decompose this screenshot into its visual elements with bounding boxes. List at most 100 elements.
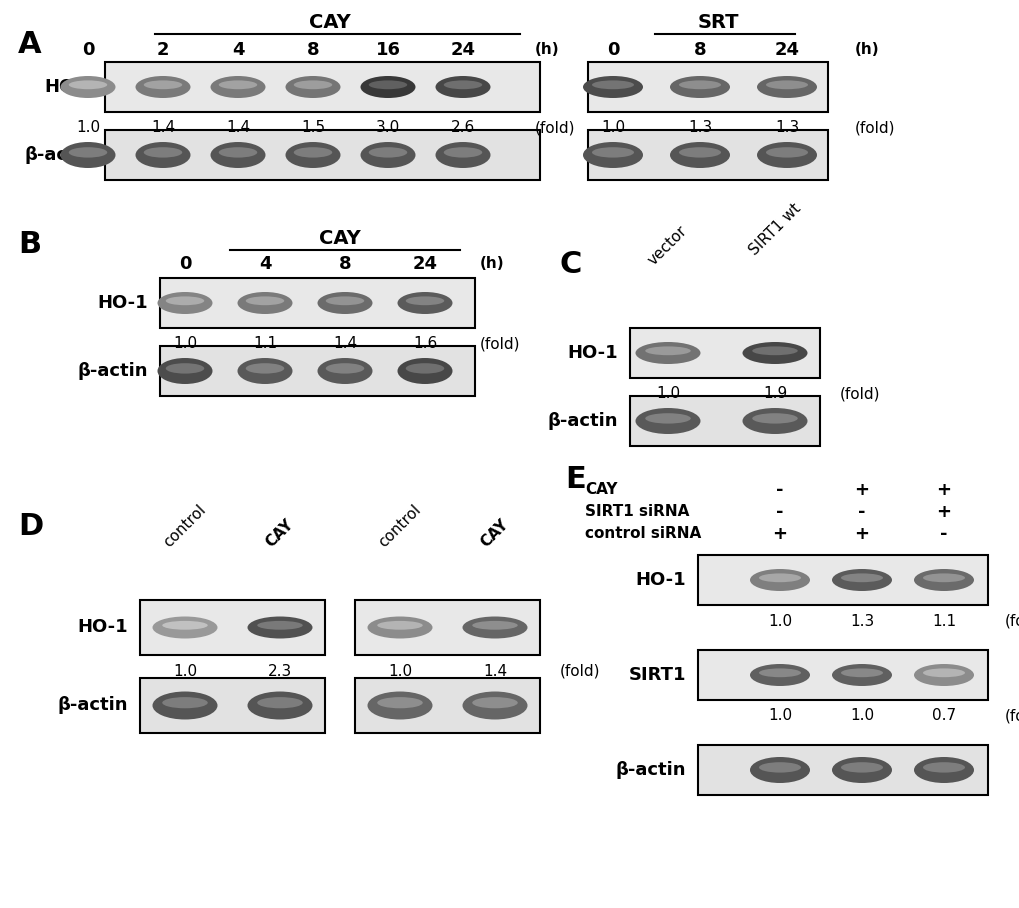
Bar — [105, 62, 539, 112]
Ellipse shape — [246, 363, 284, 373]
Text: β-actin: β-actin — [24, 146, 95, 164]
Ellipse shape — [679, 147, 720, 158]
Ellipse shape — [257, 621, 303, 630]
Bar — [587, 62, 827, 112]
Text: CAY: CAY — [319, 229, 361, 248]
Ellipse shape — [435, 76, 490, 98]
Text: CAY: CAY — [478, 517, 512, 550]
Ellipse shape — [397, 292, 452, 314]
Text: B: B — [18, 230, 41, 259]
Text: 8: 8 — [307, 41, 319, 59]
Bar — [140, 678, 325, 733]
Text: β-actin: β-actin — [57, 696, 127, 715]
Ellipse shape — [758, 762, 800, 773]
Ellipse shape — [832, 569, 892, 591]
Ellipse shape — [758, 668, 800, 677]
Text: (h): (h) — [535, 43, 559, 57]
Text: (fold): (fold) — [559, 664, 600, 678]
Ellipse shape — [293, 147, 332, 158]
Bar — [630, 396, 819, 446]
Text: 1.0: 1.0 — [173, 337, 197, 351]
Text: -: - — [940, 525, 947, 543]
Text: -: - — [857, 503, 865, 521]
Text: 1.0: 1.0 — [767, 708, 792, 724]
Ellipse shape — [157, 292, 212, 314]
Text: CAY: CAY — [309, 13, 351, 32]
Text: 1.4: 1.4 — [482, 664, 506, 678]
Ellipse shape — [377, 621, 422, 630]
Ellipse shape — [317, 292, 372, 314]
Ellipse shape — [591, 147, 634, 158]
Text: 2.3: 2.3 — [268, 664, 291, 678]
Ellipse shape — [765, 81, 807, 89]
Text: 4: 4 — [259, 255, 271, 273]
Ellipse shape — [406, 363, 444, 373]
Ellipse shape — [360, 142, 415, 168]
Ellipse shape — [758, 573, 800, 582]
Text: HO-1: HO-1 — [45, 78, 95, 96]
Text: 1.3: 1.3 — [687, 121, 711, 135]
Ellipse shape — [443, 81, 482, 89]
Text: 1.0: 1.0 — [600, 121, 625, 135]
Ellipse shape — [153, 692, 217, 719]
Ellipse shape — [832, 664, 892, 686]
Ellipse shape — [218, 81, 257, 89]
Ellipse shape — [841, 573, 882, 582]
Ellipse shape — [248, 617, 312, 638]
Text: HO-1: HO-1 — [635, 571, 686, 589]
Ellipse shape — [756, 142, 816, 168]
Bar — [355, 678, 539, 733]
Ellipse shape — [293, 81, 332, 89]
Text: β-actin: β-actin — [77, 362, 148, 380]
Text: CAY: CAY — [585, 482, 616, 498]
Text: 1.9: 1.9 — [762, 387, 787, 401]
Ellipse shape — [165, 296, 204, 305]
Bar — [355, 600, 539, 655]
Ellipse shape — [210, 142, 265, 168]
Ellipse shape — [377, 697, 422, 708]
Text: SIRT1 siRNA: SIRT1 siRNA — [585, 505, 689, 519]
Ellipse shape — [406, 296, 444, 305]
Text: β-actin: β-actin — [614, 761, 686, 779]
Ellipse shape — [742, 408, 807, 434]
Text: vector: vector — [645, 223, 690, 268]
Ellipse shape — [749, 569, 809, 591]
Ellipse shape — [397, 358, 452, 384]
Text: A: A — [18, 30, 42, 59]
Bar — [140, 600, 325, 655]
Ellipse shape — [157, 358, 212, 384]
Ellipse shape — [435, 142, 490, 168]
Ellipse shape — [162, 697, 208, 708]
Ellipse shape — [841, 668, 882, 677]
Text: (fold): (fold) — [1004, 614, 1019, 628]
Text: +: + — [935, 481, 951, 499]
Ellipse shape — [922, 668, 964, 677]
Ellipse shape — [679, 81, 720, 89]
Ellipse shape — [237, 292, 292, 314]
Text: 1.0: 1.0 — [767, 614, 792, 628]
Text: SIRT1: SIRT1 — [628, 666, 686, 684]
Text: 1.0: 1.0 — [849, 708, 873, 724]
Text: 2: 2 — [157, 41, 169, 59]
Text: 0: 0 — [82, 41, 94, 59]
Ellipse shape — [749, 757, 809, 783]
Ellipse shape — [285, 76, 340, 98]
Ellipse shape — [248, 692, 312, 719]
Ellipse shape — [153, 617, 217, 638]
Text: 24: 24 — [412, 255, 437, 273]
Ellipse shape — [210, 76, 265, 98]
Text: 1.0: 1.0 — [655, 387, 680, 401]
Text: 0: 0 — [178, 255, 192, 273]
Text: (fold): (fold) — [840, 387, 879, 401]
Ellipse shape — [583, 76, 642, 98]
Text: 1.0: 1.0 — [387, 664, 412, 678]
Ellipse shape — [237, 358, 292, 384]
Text: 1.6: 1.6 — [413, 337, 437, 351]
Ellipse shape — [645, 346, 690, 355]
Bar — [697, 745, 987, 795]
Text: (fold): (fold) — [854, 121, 895, 135]
Text: 24: 24 — [450, 41, 475, 59]
Ellipse shape — [669, 142, 730, 168]
Text: 8: 8 — [693, 41, 705, 59]
Ellipse shape — [841, 762, 882, 773]
